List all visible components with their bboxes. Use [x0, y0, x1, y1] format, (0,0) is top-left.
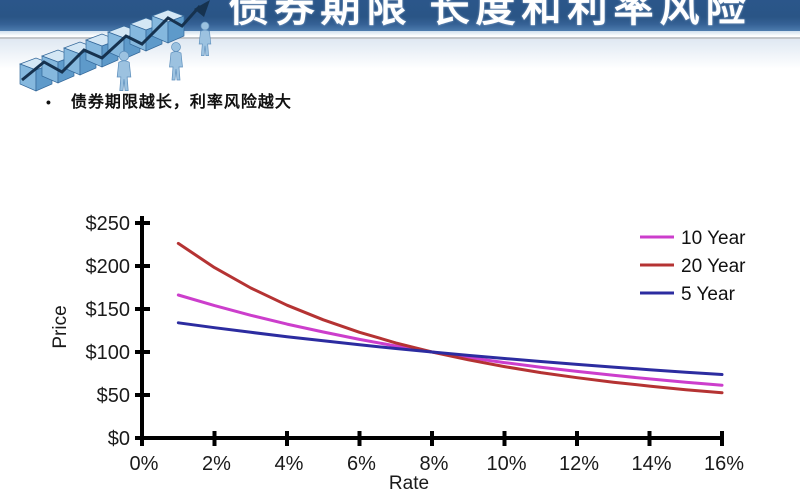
series-line-20-year	[176, 241, 724, 395]
y-tick-label: $200	[86, 256, 131, 278]
bullet-marker: •	[46, 94, 51, 110]
x-tick-label: 0%	[130, 453, 159, 475]
x-tick-label: 6%	[347, 453, 376, 475]
y-axis-title: Price	[50, 305, 71, 348]
bullet-text: 债券期限越长，利率风险越大	[70, 94, 292, 111]
header-divider-light	[0, 31, 800, 36]
growth-stairs-clipart-icon	[19, 0, 212, 92]
legend-label: 10 Year	[681, 228, 746, 249]
slide-title: 债券期限 长度和利率风险	[228, 0, 752, 30]
x-tick-label: 4%	[275, 453, 304, 475]
y-tick-label: $50	[97, 385, 130, 407]
legend-label: 20 Year	[681, 256, 746, 277]
series-line-5-year	[176, 321, 724, 376]
growth-arrow-icon	[21, 0, 210, 82]
x-tick-label: 12%	[559, 453, 599, 475]
y-tick-label: $250	[86, 213, 131, 235]
y-tick-label: $100	[86, 342, 131, 364]
x-tick-label: 14%	[631, 453, 671, 475]
x-tick-label: 10%	[486, 453, 526, 475]
header-divider-gray	[0, 37, 800, 39]
y-tick-label: $150	[86, 299, 131, 321]
x-tick-label: 16%	[704, 453, 744, 475]
bullet-item: • 债券期限越长，利率风险越大	[46, 88, 292, 112]
x-tick-label: 2%	[202, 453, 231, 475]
x-tick-label: 8%	[420, 453, 449, 475]
y-tick-label: $0	[108, 428, 130, 450]
legend-label: 5 Year	[681, 284, 736, 305]
series-line-10-year	[176, 293, 724, 387]
x-axis-title: Rate	[389, 473, 429, 494]
